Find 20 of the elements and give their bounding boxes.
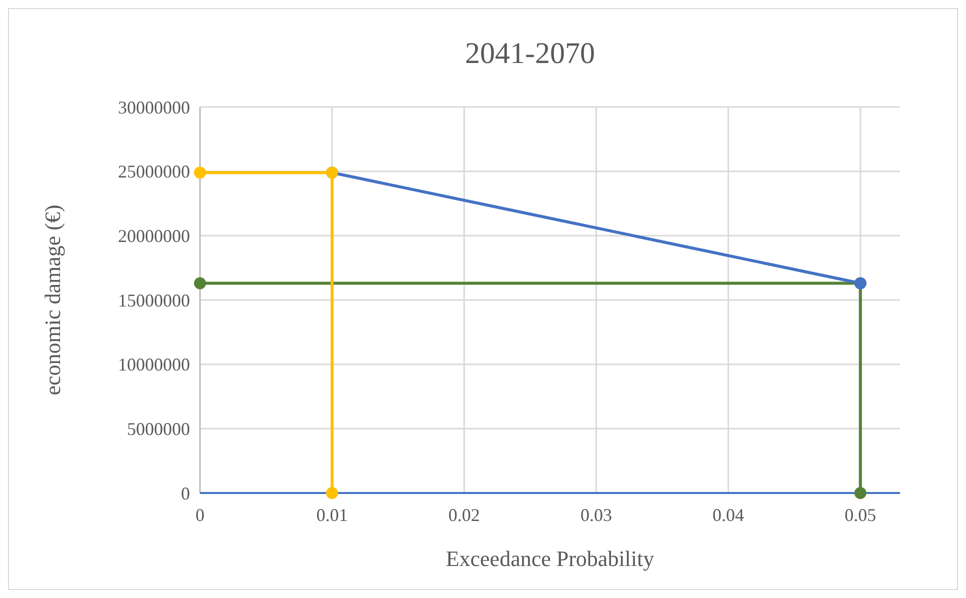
y-tick-label: 15000000 [118, 290, 190, 310]
x-axis-title: Exceedance Probability [446, 546, 654, 571]
x-tick-label: 0.05 [844, 505, 876, 525]
point [194, 166, 206, 179]
x-tick-label: 0 [196, 505, 204, 525]
x-tick-label: 0.03 [580, 505, 612, 525]
point [194, 277, 206, 290]
y-tick-label: 5000000 [127, 418, 190, 439]
y-axis-title: economic damage (€) [40, 204, 65, 396]
y-tick-label: 10000000 [118, 354, 190, 375]
point [326, 487, 338, 499]
point [854, 487, 866, 499]
x-tick-label: 0.01 [316, 505, 348, 525]
y-tick-label: 20000000 [118, 226, 190, 246]
x-tick-label: 0.02 [448, 505, 480, 525]
y-tick-label: 30000000 [118, 97, 190, 118]
y-tick-label: 0 [181, 483, 190, 504]
x-tick-label: 0.04 [712, 505, 744, 525]
y-tick-label: 25000000 [118, 162, 190, 182]
chart-title: 2041-2070 [465, 37, 595, 70]
